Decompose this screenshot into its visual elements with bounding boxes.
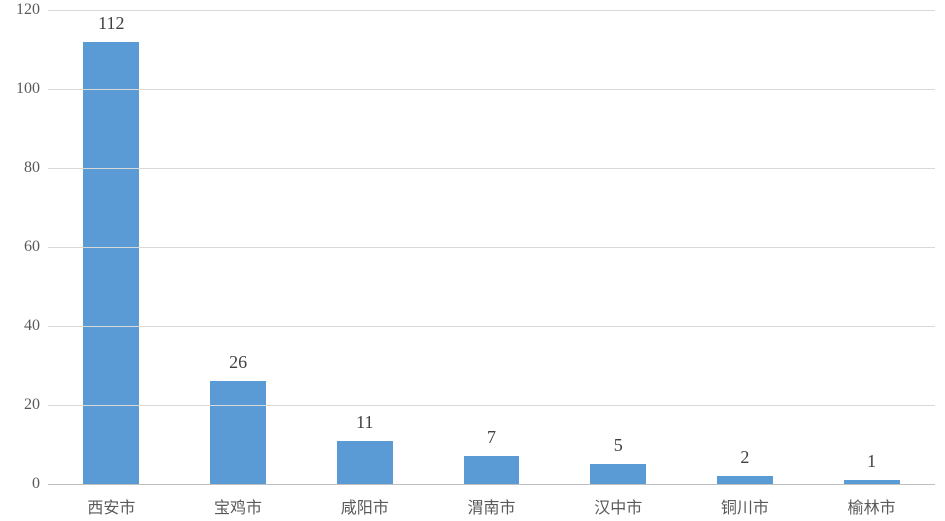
bar-chart: 020406080100120 11226117521 西安市宝鸡市咸阳市渭南市… <box>0 0 945 521</box>
gridline <box>48 405 935 406</box>
x-tick-label: 宝鸡市 <box>214 494 262 518</box>
x-tick-label: 渭南市 <box>467 494 515 518</box>
x-axis-labels: 西安市 宝鸡市 咸阳市 渭南市 汉中市 铜川市 榆林市 <box>0 0 945 521</box>
x-tick-label: 铜川市 <box>721 494 769 518</box>
gridline <box>48 168 935 169</box>
gridline <box>48 326 935 327</box>
gridline <box>48 10 935 11</box>
gridline <box>48 247 935 248</box>
x-tick-label: 榆林市 <box>848 494 896 518</box>
x-tick-label: 汉中市 <box>594 494 642 518</box>
x-tick-label: 西安市 <box>87 494 135 518</box>
gridline <box>48 484 935 485</box>
x-tick-label: 咸阳市 <box>341 494 389 518</box>
gridline <box>48 89 935 90</box>
